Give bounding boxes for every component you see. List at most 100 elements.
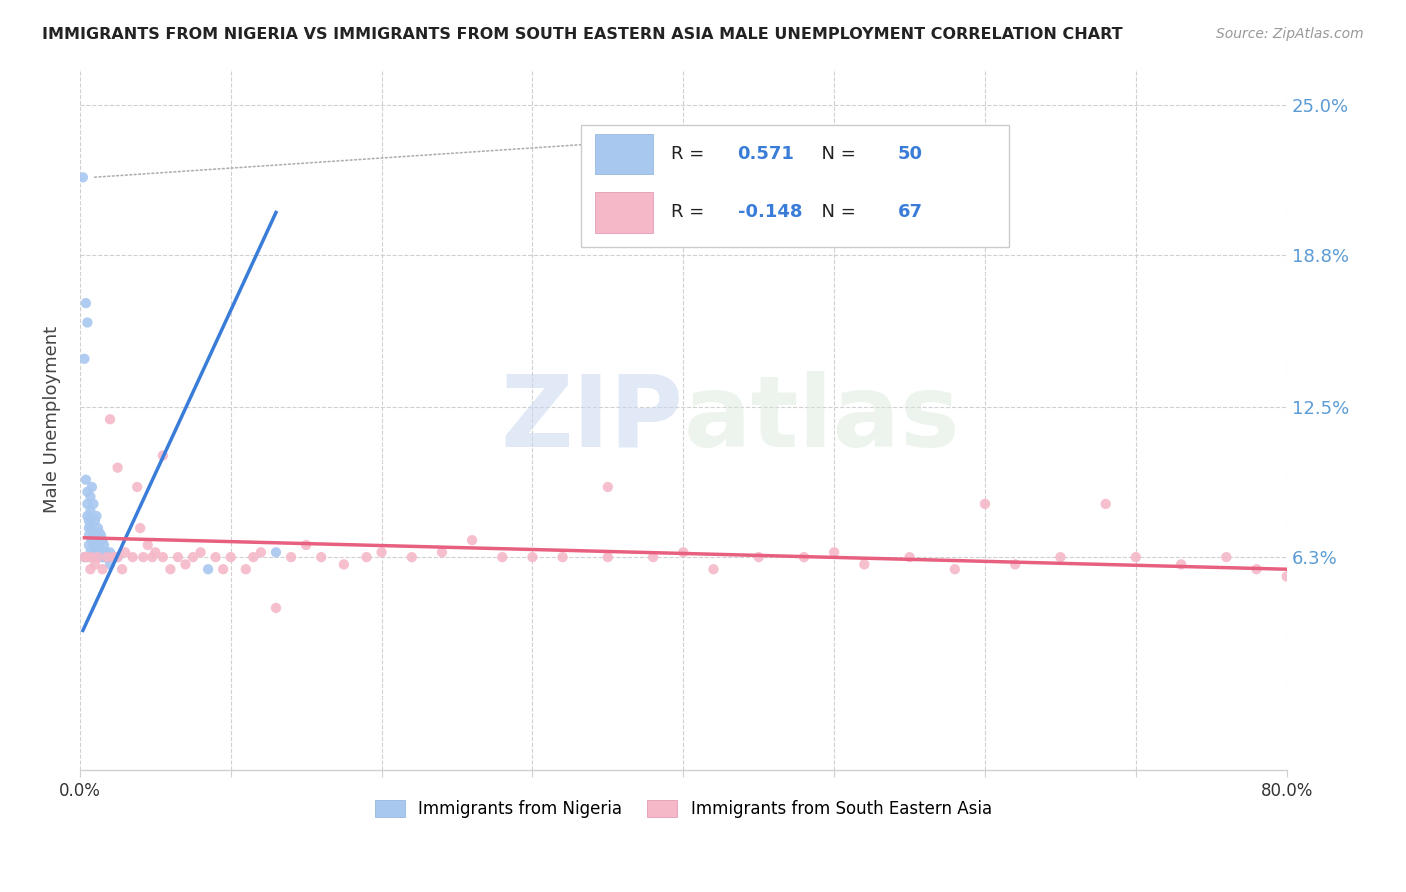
Point <box>79 562 101 576</box>
Point <box>212 562 235 576</box>
Point <box>181 550 204 565</box>
Text: IMMIGRANTS FROM NIGERIA VS IMMIGRANTS FROM SOUTH EASTERN ASIA MALE UNEMPLOYMENT : IMMIGRANTS FROM NIGERIA VS IMMIGRANTS FR… <box>42 27 1123 42</box>
Point <box>132 550 155 565</box>
Point <box>127 480 149 494</box>
Point <box>73 351 96 366</box>
Point <box>87 550 110 565</box>
Point <box>309 550 332 565</box>
Point <box>974 497 997 511</box>
Point <box>235 562 257 576</box>
Point <box>264 545 287 559</box>
Text: -0.148: -0.148 <box>738 203 801 221</box>
Point <box>114 545 136 559</box>
Point <box>89 545 111 559</box>
Point <box>80 550 103 565</box>
Point <box>87 550 110 565</box>
Point <box>333 558 356 572</box>
Point <box>167 550 190 565</box>
Legend: Immigrants from Nigeria, Immigrants from South Eastern Asia: Immigrants from Nigeria, Immigrants from… <box>368 793 998 825</box>
Point <box>101 550 124 565</box>
Point <box>107 460 129 475</box>
Text: N =: N = <box>810 145 862 163</box>
Point <box>82 497 104 511</box>
Point <box>1049 550 1071 565</box>
Point <box>280 550 302 565</box>
Point <box>1094 497 1116 511</box>
Point <box>96 550 118 565</box>
Point <box>748 550 770 565</box>
Point <box>79 518 101 533</box>
Point <box>823 545 845 559</box>
Point <box>82 538 104 552</box>
Point <box>107 550 129 565</box>
Point <box>1246 562 1268 576</box>
Point <box>91 550 114 565</box>
Point <box>430 545 453 559</box>
Point <box>73 550 96 565</box>
Point <box>98 545 121 559</box>
Text: R =: R = <box>671 145 710 163</box>
Point <box>174 558 197 572</box>
Point <box>76 316 98 330</box>
Point <box>87 521 110 535</box>
Point <box>898 550 921 565</box>
Point <box>793 550 815 565</box>
Point <box>80 533 103 548</box>
Point <box>76 497 98 511</box>
Point <box>75 296 97 310</box>
Point <box>643 550 665 565</box>
Point <box>129 521 152 535</box>
Point <box>84 528 107 542</box>
Point <box>94 550 117 565</box>
Point <box>86 508 108 523</box>
Point <box>264 601 287 615</box>
Text: 0.571: 0.571 <box>738 145 794 163</box>
Text: atlas: atlas <box>683 371 960 467</box>
Text: 50: 50 <box>898 145 924 163</box>
Point <box>1215 550 1237 565</box>
Point <box>121 550 143 565</box>
Point <box>107 550 129 565</box>
Point <box>90 528 112 542</box>
Point <box>250 545 273 559</box>
Point <box>204 550 226 565</box>
Point <box>84 514 107 528</box>
Point <box>75 473 97 487</box>
Point <box>197 562 219 576</box>
Point <box>84 545 107 559</box>
Point <box>596 550 619 565</box>
Point <box>370 545 392 559</box>
Point <box>89 525 111 540</box>
Point <box>98 558 121 572</box>
Point <box>84 558 107 572</box>
Point <box>159 562 181 576</box>
Point <box>356 550 378 565</box>
Point <box>87 538 110 552</box>
Point <box>491 550 513 565</box>
Point <box>1275 569 1298 583</box>
Point <box>80 480 103 494</box>
Point <box>76 550 98 565</box>
Text: ZIP: ZIP <box>501 371 683 467</box>
Point <box>522 550 544 565</box>
Point <box>136 538 159 552</box>
Point <box>111 562 134 576</box>
Text: R =: R = <box>671 203 710 221</box>
Point <box>1125 550 1147 565</box>
Point <box>94 545 117 559</box>
Y-axis label: Male Unemployment: Male Unemployment <box>44 326 60 513</box>
Point <box>76 508 98 523</box>
Point <box>77 538 100 552</box>
Point <box>143 545 166 559</box>
Text: N =: N = <box>810 203 862 221</box>
Point <box>1004 558 1026 572</box>
Point <box>72 170 94 185</box>
Point <box>79 504 101 518</box>
Point <box>90 550 112 565</box>
Point <box>596 480 619 494</box>
Point <box>91 533 114 548</box>
FancyBboxPatch shape <box>595 134 654 175</box>
Point <box>73 550 96 565</box>
FancyBboxPatch shape <box>595 192 654 233</box>
Point <box>141 550 163 565</box>
